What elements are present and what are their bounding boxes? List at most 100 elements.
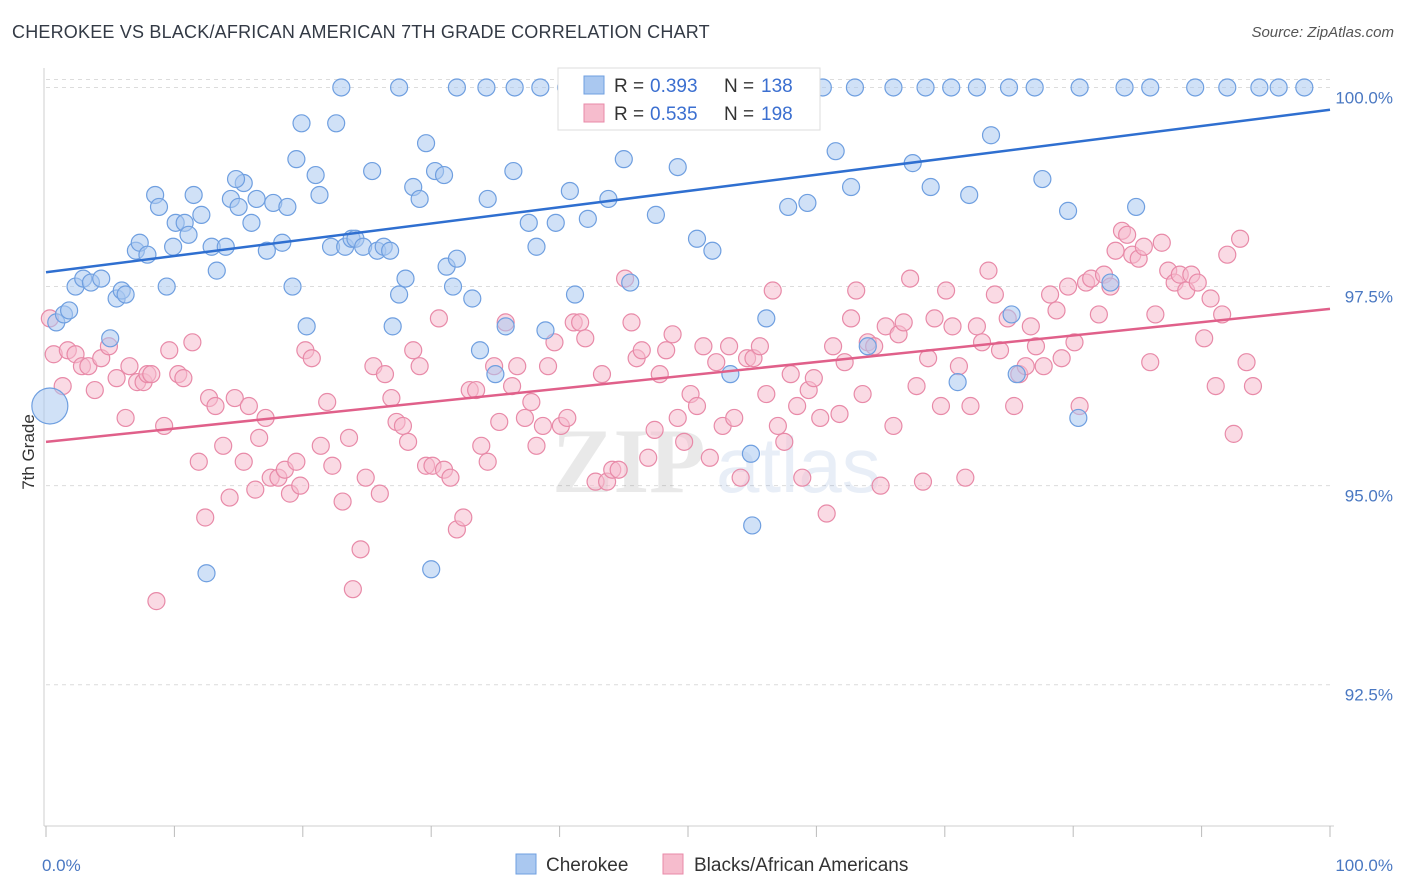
cherokee-point [381,241,400,260]
legend-swatch-cherokee [583,75,605,95]
blacks-point [1052,349,1071,368]
cherokee-point [921,177,940,197]
blacks-point [768,416,787,436]
cherokee-point [478,189,497,209]
cherokee-point [297,317,316,336]
x-tick-label: 0.0% [42,856,81,875]
blacks-point [1118,225,1137,244]
blacks-point [1047,301,1066,320]
cherokee-point [999,78,1019,97]
cherokee-point [1115,78,1134,97]
bottom-legend-label-cherokee: Cherokee [546,855,628,876]
blacks-point [311,436,330,455]
cherokee-point [942,78,961,97]
blacks-point [356,468,375,487]
blacks-point [1026,337,1046,356]
cherokee-point [967,78,987,97]
y-axis-label: 7th Grade [19,414,38,490]
blacks-point [675,432,694,451]
blacks-point [894,313,913,332]
blacks-point [1224,424,1243,443]
series-legend: Cherokee Blacks/African Americans [515,853,908,876]
cherokee-point [447,249,466,268]
blacks-point [1237,353,1256,372]
blacks-point [949,357,969,376]
cherokee-point [826,142,845,161]
legend-n-value-2: 198 [761,104,793,125]
blacks-point [925,309,944,328]
blacks-point [1005,396,1024,416]
blacks-point [333,492,352,511]
blacks-point [1218,245,1237,264]
blacks-point [370,484,389,503]
cherokee-point [257,241,276,260]
cherokee-trend-line [45,108,1331,274]
blacks-point [1089,305,1108,324]
y-tick-label: 92.5% [1345,686,1393,705]
blacks-point [478,452,497,471]
cherokee-point [477,78,496,97]
blacks-point [990,341,1010,360]
blacks-point [1106,241,1125,260]
blacks-point [841,309,861,328]
cherokee-point [447,78,466,97]
cherokee-point [31,387,69,425]
cherokee-point [443,277,463,296]
blacks-point [467,380,486,400]
blacks-point [522,392,541,412]
blacks-point [339,428,359,447]
legend-n-label-1: N = [724,76,754,97]
y-tick-label: 100.0% [1335,88,1393,107]
cherokee-point [779,197,798,217]
blacks-point [1206,376,1225,396]
blacks-point [490,412,509,432]
blacks-point [668,408,687,428]
cherokee-point [226,169,246,189]
cherokee-point [646,205,666,224]
blacks-point [632,341,651,360]
blacks-point [823,337,843,356]
blacks-point [1195,329,1214,348]
blacks-point [147,592,166,611]
blacks-point [804,369,823,388]
blacks-point [382,388,401,408]
cherokee-point [884,78,903,97]
blacks-point [239,396,258,416]
legend-n-value-1: 138 [761,76,793,97]
cherokee-point [101,329,120,348]
blacks-point [961,396,980,416]
cherokee-point [247,189,266,209]
cherokee-point [687,229,707,248]
blacks-point [196,508,215,527]
blacks-point [847,281,866,300]
cherokee-point [332,78,351,97]
blacks-point [781,365,800,384]
blacks-point [1231,229,1250,248]
cherokee-point [668,157,687,177]
cherokee-point [486,365,505,384]
blacks-point [116,408,135,428]
blacks-point [206,396,225,416]
cherokee-point [242,213,261,232]
cherokee-point [757,309,776,328]
cherokee-point [116,285,135,304]
blacks-point [1188,273,1207,292]
cherokee-point [536,321,555,340]
x-tick-label: 100.0% [1335,856,1393,875]
blacks-point [725,408,744,428]
cherokee-point [192,205,211,224]
series-blacks-african-americans [40,221,1263,611]
cherokee-point [1186,78,1205,97]
cherokee-point [1127,197,1146,217]
bottom-legend-swatch-cherokee [515,853,537,875]
blacks-point [788,396,807,416]
blacks-point [1034,357,1053,376]
cherokee-point [546,213,565,232]
cherokee-point [1295,78,1314,97]
legend-r-value-1: 0.393 [650,76,698,97]
blacks-point [318,392,337,412]
blacks-point [663,325,682,344]
cherokee-point [283,277,302,296]
blacks-point [533,416,553,436]
